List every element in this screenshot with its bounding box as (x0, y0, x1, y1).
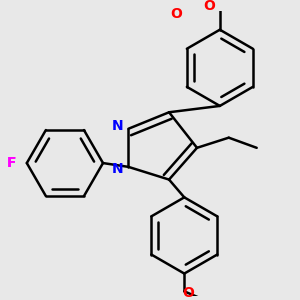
Text: F: F (7, 156, 16, 170)
Text: O: O (203, 0, 215, 13)
Text: N: N (112, 119, 123, 133)
Text: O: O (171, 8, 183, 22)
Text: O: O (182, 286, 194, 300)
Text: F: F (7, 156, 16, 170)
Text: N: N (112, 162, 123, 176)
